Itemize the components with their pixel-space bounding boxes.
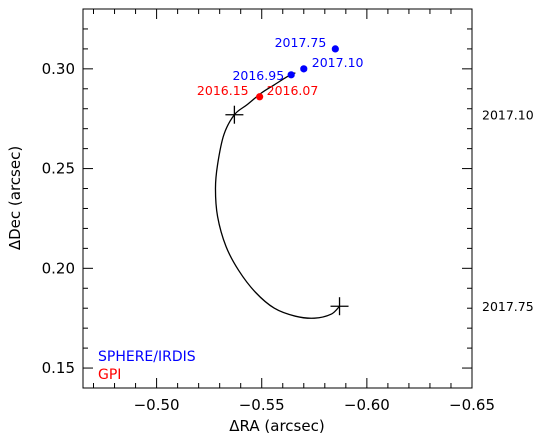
y-tick-label: 0.20 bbox=[42, 259, 75, 277]
x-axis-label: ΔRA (arcsec) bbox=[229, 417, 324, 435]
y-tick-label: 0.15 bbox=[42, 359, 75, 377]
data-point-label: 2016.95 bbox=[232, 68, 284, 83]
data-point-label: 2017.10 bbox=[312, 55, 364, 70]
y-axis-label: ΔDec (arcsec) bbox=[6, 146, 24, 250]
data-point-label: 2016.15 bbox=[197, 83, 249, 98]
y-tick-label: 0.25 bbox=[42, 160, 75, 178]
legend: SPHERE/IRDIS GPI bbox=[98, 349, 196, 383]
data-point bbox=[287, 71, 295, 79]
axis-ticks: −0.50 −0.55 −0.60 −0.65 0.15 0.20 0.25 0.30 bbox=[42, 8, 495, 414]
x-tick-label: −0.55 bbox=[239, 396, 285, 414]
orbit-marker-label: 2017.75 bbox=[482, 299, 534, 314]
data-point-label: 2016.07 bbox=[267, 83, 319, 98]
data-point bbox=[256, 93, 264, 101]
data-point bbox=[300, 65, 308, 73]
orbit-marker-label: 2017.10 bbox=[482, 108, 534, 123]
orbit-markers: 2017.10 2017.75 bbox=[225, 105, 534, 316]
x-tick-label: −0.60 bbox=[344, 396, 390, 414]
legend-entry: GPI bbox=[98, 367, 121, 383]
x-tick-label: −0.50 bbox=[134, 396, 180, 414]
plot-frame bbox=[82, 8, 473, 389]
x-tick-label: −0.65 bbox=[449, 396, 495, 414]
y-tick-label: 0.30 bbox=[42, 60, 75, 78]
data-point bbox=[331, 45, 339, 53]
data-point-label: 2017.75 bbox=[275, 35, 327, 50]
legend-entry: SPHERE/IRDIS bbox=[98, 349, 196, 365]
orbit-curve bbox=[214, 72, 341, 319]
